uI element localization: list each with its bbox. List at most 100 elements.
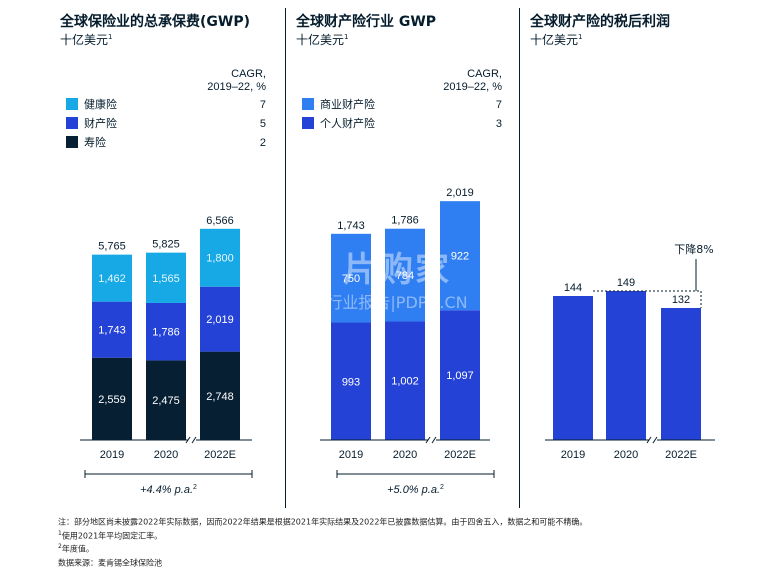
chart2-total-label-2020: 1,786 bbox=[391, 215, 419, 227]
chart1-bar-label-2019-s1: 1,743 bbox=[98, 325, 126, 337]
chart2-legend-cagr-1: 3 bbox=[496, 118, 502, 130]
chart2-bar-2019-s1 bbox=[331, 233, 371, 323]
chart1-growth-label: +4.4% p.a.2 bbox=[140, 484, 197, 496]
chart1-total-label-2019: 5,765 bbox=[98, 241, 126, 253]
chart3-xtick-2022E: 2022E bbox=[665, 449, 697, 461]
panel1-subtitle-note: 1 bbox=[108, 33, 113, 41]
chart1-total-label-2022E: 6,566 bbox=[206, 215, 234, 227]
chart2-axis-break-b bbox=[431, 436, 437, 444]
panel3-subtitle-text: 十亿美元 bbox=[530, 33, 579, 47]
chart1-bar-label-2020-s0: 2,475 bbox=[152, 395, 180, 407]
chart2-bar-label-2022E-s1: 922 bbox=[451, 251, 469, 263]
chart1-xtick-2022E: 2022E bbox=[204, 449, 236, 461]
chart1-legend-cagr-1: 5 bbox=[260, 118, 266, 130]
chart1-axis-break-a bbox=[185, 436, 191, 444]
footnote-0: 注：部分地区尚未披露2022年实际数据，因而2022年结果是根据2021年实际结… bbox=[58, 514, 587, 528]
chart3-axis-break-b bbox=[652, 436, 658, 444]
chart3-total-label-2019: 144 bbox=[564, 282, 582, 294]
chart1-legend-swatch-2 bbox=[66, 136, 78, 148]
chart2-legend-label-0: 商业财产险 bbox=[320, 97, 375, 111]
chart1-bar-2022E-s0 bbox=[200, 351, 240, 440]
panel1-title: 全球保险业的总承保费(GWP) bbox=[60, 14, 250, 30]
chart1-xtick-2019: 2019 bbox=[100, 449, 124, 461]
chart1-legend-swatch-0 bbox=[66, 98, 78, 110]
chart2-bar-2020-s0 bbox=[385, 321, 425, 440]
chart1-bar-2020-s1 bbox=[146, 302, 186, 361]
panel2-subtitle: 十亿美元1 bbox=[296, 31, 348, 48]
chart3-axis-break-a bbox=[646, 436, 652, 444]
panel3-subtitle: 十亿美元1 bbox=[530, 31, 582, 48]
chart2-bar-label-2022E-s0: 1,097 bbox=[446, 370, 474, 382]
chart1-bar-label-2020-s2: 1,565 bbox=[152, 273, 180, 285]
chart2-xtick-2019: 2019 bbox=[339, 449, 363, 461]
panel3-title: 全球财产险的税后利润 bbox=[530, 14, 670, 30]
chart2-cagr-header-2: 2019–22, % bbox=[443, 81, 502, 93]
footnote-1-text: 使用2021年平均固定汇率。 bbox=[61, 531, 163, 541]
panel-divider-1 bbox=[285, 8, 286, 508]
chart2-bar-label-2020-s0: 1,002 bbox=[391, 376, 419, 388]
chart2-bar-2022E-s1 bbox=[440, 201, 480, 311]
chart1-bar-2019-s0 bbox=[92, 357, 132, 440]
chart1-bar-2020-s0 bbox=[146, 360, 186, 440]
chart1-total-label-2020: 5,825 bbox=[152, 239, 180, 251]
footnotes: 注：部分地区尚未披露2022年实际数据，因而2022年结果是根据2021年实际结… bbox=[58, 514, 587, 569]
chart1-bar-label-2022E-s0: 2,748 bbox=[206, 391, 234, 403]
chart2-bar-2020-s1 bbox=[385, 228, 425, 322]
panel2-title: 全球财产险行业 GWP bbox=[296, 14, 437, 30]
chart1-legend-label-1: 财产险 bbox=[84, 116, 117, 130]
footnote-2-text: 年度值。 bbox=[61, 544, 94, 554]
footnote-3-text: 数据来源：麦肯锡全球保险池 bbox=[58, 558, 162, 568]
panel2-subtitle-text: 十亿美元 bbox=[296, 33, 345, 47]
chart1-bar-2022E-s1 bbox=[200, 286, 240, 352]
chart3-total-label-2022E: 132 bbox=[672, 294, 690, 306]
chart3-xtick-2019: 2019 bbox=[561, 449, 585, 461]
footnote-2-sup: 2 bbox=[58, 543, 62, 551]
chart2-total-label-2019: 1,743 bbox=[337, 220, 365, 232]
chart1-bar-2019-s2 bbox=[92, 254, 132, 302]
chart1-axis-break-b bbox=[191, 436, 197, 444]
chart3-total-label-2020: 149 bbox=[617, 277, 635, 289]
chart2-bar-label-2019-s0: 993 bbox=[342, 376, 360, 388]
chart1-bar-label-2019-s0: 2,559 bbox=[98, 394, 126, 406]
chart1-bar-2020-s2 bbox=[146, 252, 186, 303]
chart2-legend-swatch-1 bbox=[302, 117, 314, 129]
chart2-cagr-header-1: CAGR, bbox=[467, 68, 502, 80]
chart1-bar-label-2022E-s1: 2,019 bbox=[206, 314, 234, 326]
chart1-bar-label-2019-s2: 1,462 bbox=[98, 273, 126, 285]
panel-divider-2 bbox=[519, 8, 520, 508]
chart2-xtick-2022E: 2022E bbox=[444, 449, 476, 461]
panel1-subtitle-text: 十亿美元 bbox=[60, 33, 109, 47]
chart3-xtick-2020: 2020 bbox=[614, 449, 638, 461]
panel1-subtitle: 十亿美元1 bbox=[60, 31, 112, 48]
chart2-bar-label-2019-s1: 750 bbox=[342, 273, 360, 285]
chart1-bar-2019-s1 bbox=[92, 301, 132, 358]
chart2-bar-2019-s0 bbox=[331, 322, 371, 440]
chart2-xtick-2020: 2020 bbox=[393, 449, 417, 461]
chart2-axis-break-a bbox=[425, 436, 431, 444]
chart2-growth-label: +5.0% p.a.2 bbox=[387, 484, 444, 496]
chart3-bar-2022E-s0 bbox=[661, 308, 701, 440]
chart1-cagr-header-1: CAGR, bbox=[231, 68, 266, 80]
chart1-legend-label-0: 健康险 bbox=[84, 97, 117, 111]
chart3-decline-annotation: 下降8% bbox=[674, 242, 713, 256]
footnote-0-text: 注：部分地区尚未披露2022年实际数据，因而2022年结果是根据2021年实际结… bbox=[58, 517, 588, 527]
chart1-legend-cagr-0: 7 bbox=[260, 99, 266, 111]
footnote-1: 1使用2021年平均固定汇率。 bbox=[58, 528, 587, 542]
chart1-bar-label-2020-s1: 1,786 bbox=[152, 327, 180, 339]
chart1-legend-swatch-1 bbox=[66, 117, 78, 129]
chart1-legend-label-2: 寿险 bbox=[84, 135, 106, 149]
footnote-2: 2年度值。 bbox=[58, 541, 587, 555]
chart1-legend-cagr-2: 2 bbox=[260, 137, 266, 149]
chart2-total-label-2022E: 2,019 bbox=[446, 187, 474, 199]
chart3-bar-2019-s0 bbox=[553, 296, 593, 440]
chart1-cagr-header-2: 2019–22, % bbox=[207, 81, 266, 93]
panel2-subtitle-note: 1 bbox=[344, 33, 349, 41]
chart3-bar-2020-s0 bbox=[606, 291, 646, 440]
footnote-3: 数据来源：麦肯锡全球保险池 bbox=[58, 555, 587, 569]
chart1-bar-2022E-s2 bbox=[200, 228, 240, 287]
panel3-subtitle-note: 1 bbox=[578, 33, 583, 41]
footnote-1-sup: 1 bbox=[58, 529, 62, 537]
chart2-bar-2022E-s0 bbox=[440, 310, 480, 440]
chart3-decline-dashed-box bbox=[593, 290, 702, 308]
